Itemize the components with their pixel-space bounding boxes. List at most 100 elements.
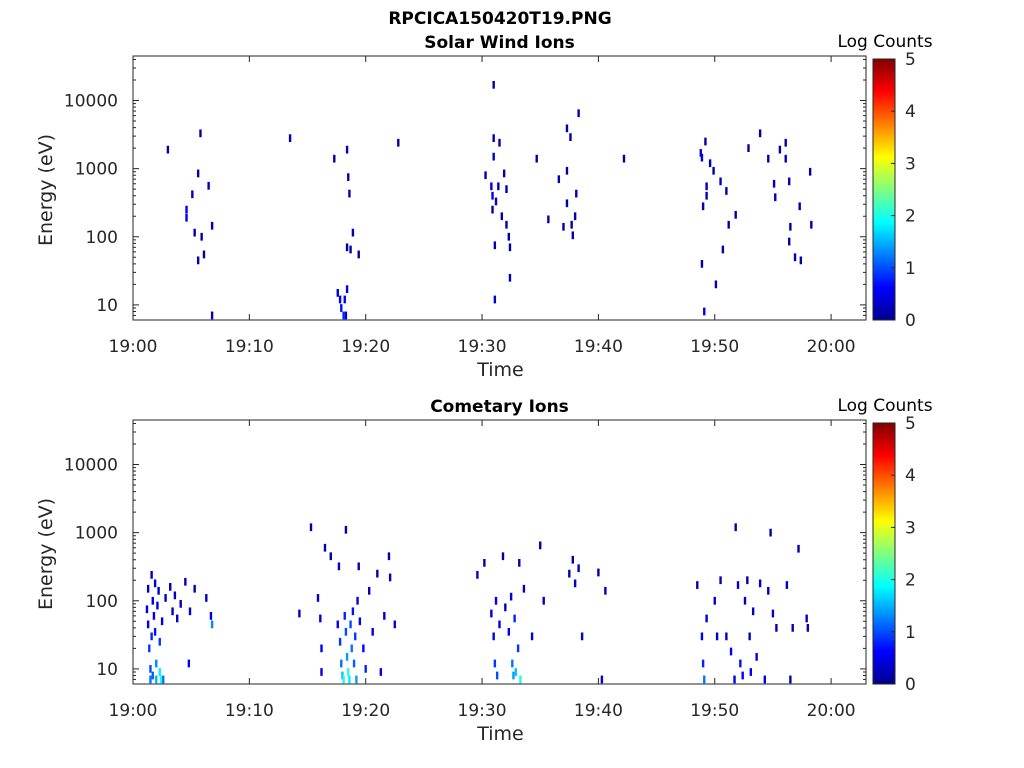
data-cell [498, 138, 501, 147]
data-cell [714, 280, 718, 289]
data-cell [349, 245, 352, 254]
data-cell [806, 623, 810, 632]
data-cell [319, 614, 322, 623]
data-cell [341, 671, 344, 680]
data-cell [739, 659, 742, 668]
figure-title: RPCICA150420T19.PNG [388, 9, 611, 29]
data-cell [703, 675, 706, 684]
data-cell [568, 569, 571, 578]
data-cell [476, 570, 479, 579]
data-cell [725, 632, 728, 641]
data-cell [741, 671, 744, 680]
data-cell [362, 644, 365, 653]
data-cell [514, 668, 517, 676]
colorbar-tick-label: 0 [905, 311, 916, 331]
colorbar-label: Log Counts [837, 396, 932, 416]
data-cell [209, 612, 213, 620]
data-cell [483, 558, 486, 567]
x-tick-label: 19:20 [341, 337, 390, 357]
data-cell [784, 154, 787, 163]
data-cell [509, 592, 513, 601]
data-cell [357, 562, 360, 571]
data-cell [337, 562, 341, 571]
data-cell [340, 304, 343, 312]
data-cell [193, 584, 196, 593]
data-cell [188, 607, 192, 616]
data-cell [789, 675, 792, 684]
data-cell [749, 668, 753, 676]
colorbar-tick-label: 2 [905, 571, 916, 591]
y-tick-label: 1000 [75, 160, 118, 180]
data-cell [791, 623, 794, 632]
data-cell [569, 133, 572, 141]
x-tick-label: 19:20 [341, 701, 390, 721]
data-cell [344, 311, 348, 320]
panel-title: Solar Wind Ions [424, 33, 575, 53]
data-cell [338, 637, 342, 646]
data-cell [358, 617, 362, 626]
data-cell [205, 594, 208, 602]
y-tick-label: 10000 [64, 92, 118, 112]
data-cell [156, 601, 159, 610]
data-cell [577, 564, 580, 573]
data-cell [507, 627, 511, 636]
colorbar-tick-label: 2 [905, 207, 916, 227]
data-cell [148, 644, 151, 653]
colorbar-tick-label: 1 [905, 623, 916, 643]
data-cell [146, 584, 150, 593]
data-cell [345, 653, 349, 661]
data-cell [347, 173, 350, 182]
data-cell [152, 612, 156, 620]
colorbar-label: Log Counts [837, 32, 932, 52]
data-cell [345, 145, 349, 154]
data-cell [713, 596, 716, 605]
data-cell [309, 523, 313, 532]
data-cell [207, 181, 210, 190]
data-cell [340, 659, 343, 668]
data-cell [805, 614, 808, 623]
x-tick-label: 19:10 [225, 701, 274, 721]
data-cell [157, 586, 160, 595]
data-cell [700, 632, 704, 641]
data-cell [149, 675, 152, 684]
data-cell [491, 191, 494, 200]
data-cell [712, 166, 715, 175]
data-cell [202, 250, 206, 259]
data-cell [771, 609, 775, 618]
data-cell [767, 154, 770, 163]
data-cell [778, 145, 782, 154]
data-cell [320, 644, 323, 653]
data-cell [379, 668, 383, 676]
data-cell [342, 311, 345, 320]
data-cell [158, 668, 161, 676]
data-cell [715, 632, 719, 641]
data-cell [185, 213, 188, 222]
data-cell [747, 144, 750, 152]
colorbar-tick-label: 5 [905, 50, 916, 70]
y-tick-label: 100 [86, 228, 118, 248]
data-cell [155, 675, 158, 684]
data-cell [371, 627, 374, 636]
data-cell [171, 607, 174, 616]
x-tick-label: 19:40 [574, 701, 623, 721]
data-cell [210, 620, 214, 629]
data-cell [185, 205, 188, 214]
data-cell [511, 659, 514, 668]
x-tick-label: 19:00 [109, 337, 158, 357]
data-cell [176, 614, 179, 623]
x-tick-label: 20:00 [807, 337, 856, 357]
data-cell [788, 237, 791, 246]
x-tick-label: 19:40 [574, 337, 623, 357]
data-cell [179, 600, 182, 608]
data-cell [547, 215, 550, 224]
data-cell [502, 169, 506, 178]
data-cell [336, 289, 339, 297]
data-cell [705, 182, 708, 191]
data-cell [345, 285, 349, 294]
data-cell [699, 149, 702, 157]
data-cell [505, 185, 508, 194]
data-cell [788, 177, 791, 186]
data-cell [357, 250, 360, 259]
y-axis-label: Energy (eV) [35, 498, 57, 610]
